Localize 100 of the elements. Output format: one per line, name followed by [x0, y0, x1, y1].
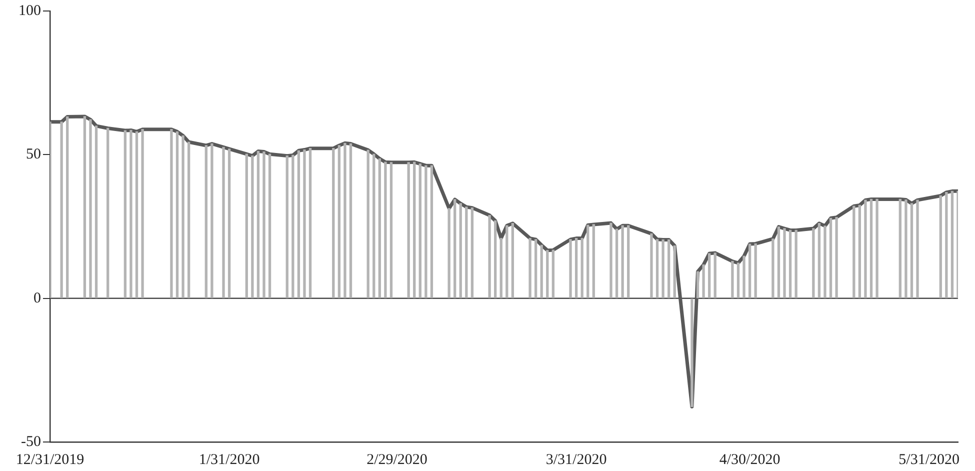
x-tick-label: 12/31/2019 [16, 452, 84, 468]
bar [916, 200, 919, 298]
bar [690, 298, 694, 407]
bar [939, 195, 942, 298]
bar [459, 203, 462, 298]
bar [135, 131, 138, 298]
bar [662, 239, 664, 298]
bar [627, 225, 630, 298]
bar [413, 162, 416, 298]
bar [574, 238, 578, 298]
bar [204, 145, 208, 298]
y-tick-label: -50 [21, 434, 41, 450]
bar [141, 129, 144, 298]
bar [546, 250, 549, 298]
bar [783, 228, 786, 298]
bar [500, 238, 502, 298]
bar [390, 162, 393, 298]
bar [454, 199, 456, 298]
bar [245, 154, 248, 298]
bar [424, 165, 428, 298]
bar [130, 130, 132, 298]
bar [228, 148, 231, 298]
bar [812, 228, 815, 298]
bar [540, 244, 543, 298]
bar [668, 239, 670, 298]
bar [552, 250, 554, 298]
bar [66, 116, 69, 298]
bar [586, 224, 590, 298]
x-tick-label: 3/31/2020 [546, 452, 607, 468]
bar [754, 243, 757, 298]
bar [94, 126, 98, 298]
x-tick-label: 4/30/2020 [719, 452, 780, 468]
bar [430, 165, 434, 298]
bar [788, 230, 792, 298]
bar [222, 146, 225, 298]
bar [708, 253, 711, 298]
bar [418, 164, 422, 298]
bar [332, 148, 335, 298]
bar [256, 150, 260, 298]
bar [945, 192, 948, 298]
bar [650, 233, 653, 298]
bar [858, 204, 862, 298]
bar [60, 122, 63, 298]
bar [534, 239, 538, 298]
bar [378, 158, 381, 298]
bar [702, 264, 705, 298]
bar [615, 228, 618, 298]
bar [569, 239, 572, 298]
x-tick-label: 2/29/2020 [366, 452, 428, 468]
bar [673, 245, 676, 298]
bar [852, 206, 856, 298]
bar [580, 238, 584, 298]
bar [262, 151, 266, 298]
bar [742, 256, 746, 298]
bar [950, 190, 954, 298]
bar [292, 154, 294, 298]
bar [864, 200, 867, 298]
bar [904, 199, 908, 298]
bar [592, 224, 595, 298]
bar [182, 135, 184, 298]
bar [251, 155, 254, 298]
bar [470, 207, 474, 298]
bar [748, 244, 752, 298]
bar [297, 150, 300, 298]
bar [187, 142, 190, 298]
bar [448, 208, 450, 298]
x-tick-label: 5/31/2020 [898, 452, 960, 468]
bar [106, 128, 110, 298]
bar [349, 143, 352, 298]
bar [488, 214, 491, 298]
bar [794, 230, 798, 298]
bar [286, 155, 288, 298]
bar [89, 119, 92, 298]
bar [898, 198, 902, 298]
bar [696, 271, 700, 298]
bar [344, 142, 346, 298]
y-tick-label: 0 [34, 290, 41, 306]
bar [407, 162, 410, 298]
y-tick-label: 100 [18, 2, 41, 19]
bar [621, 225, 624, 298]
bar [656, 239, 659, 298]
bar [210, 143, 214, 298]
y-tick-label: 50 [26, 146, 41, 163]
bar [777, 226, 780, 298]
bar [511, 223, 514, 298]
bar [876, 198, 878, 298]
bar [338, 145, 340, 298]
bar [829, 218, 832, 298]
bar [910, 203, 914, 298]
bar [506, 225, 508, 298]
x-tick-label: 1/31/2020 [198, 452, 260, 468]
bar [494, 220, 497, 298]
bar [170, 129, 173, 298]
bar [714, 252, 716, 298]
bar [176, 131, 179, 298]
bar [366, 150, 370, 298]
bar [384, 162, 387, 298]
bar [83, 116, 86, 298]
bar [824, 226, 826, 298]
bar [736, 262, 740, 298]
